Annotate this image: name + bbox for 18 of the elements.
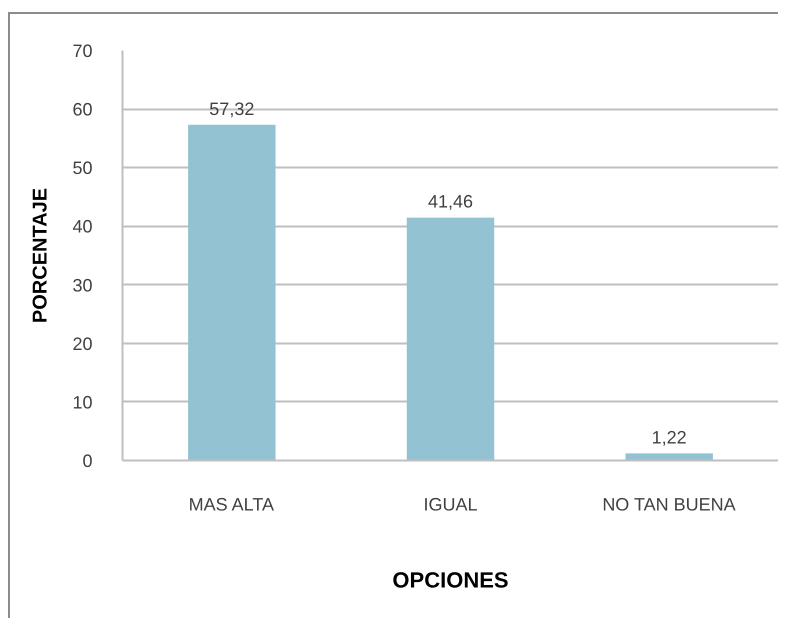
y-tick-label: 20 xyxy=(72,334,93,354)
bar xyxy=(188,124,276,460)
y-tick-label: 60 xyxy=(72,100,93,120)
x-tick-label: IGUAL xyxy=(423,494,478,514)
y-tick-label: 0 xyxy=(82,451,93,471)
x-tick-label: NO TAN BUENA xyxy=(602,494,736,514)
data-label: 57,32 xyxy=(209,98,254,119)
y-tick-label: 30 xyxy=(72,275,93,296)
y-tick-label: 70 xyxy=(72,41,93,61)
x-tick-label: MAS ALTA xyxy=(188,494,274,514)
bar xyxy=(406,218,494,460)
data-label: 41,46 xyxy=(428,192,474,212)
y-tick-label: 40 xyxy=(72,216,93,237)
y-tick-label: 50 xyxy=(72,158,93,178)
x-axis-title: OPCIONES xyxy=(392,568,509,592)
data-label: 1,22 xyxy=(652,427,687,448)
y-axis-title: PORCENTAJE xyxy=(29,188,52,324)
y-tick-label: 10 xyxy=(72,392,93,412)
